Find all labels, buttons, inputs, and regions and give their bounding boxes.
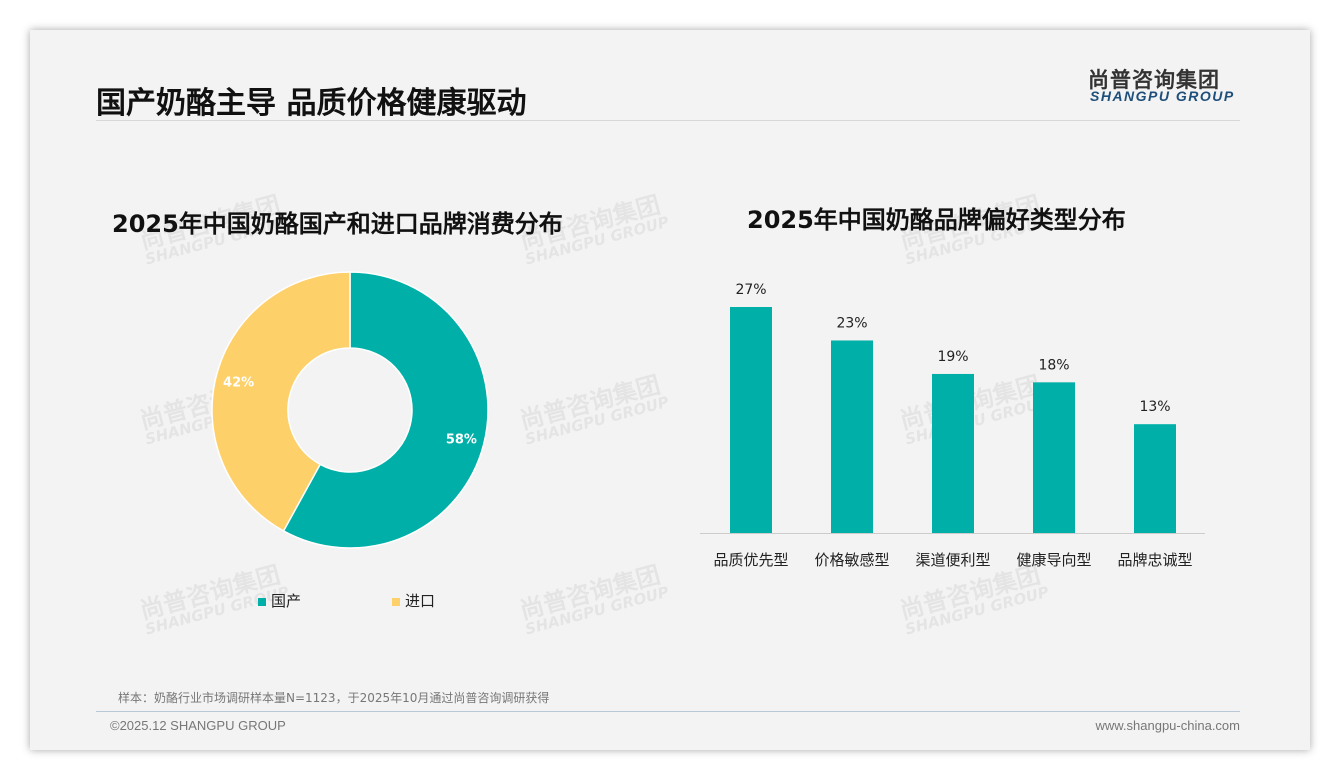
logo-text-en: SHANGPU GROUP [1090, 88, 1235, 104]
divider [96, 120, 1240, 121]
bar [1134, 424, 1176, 533]
footer-divider [96, 711, 1240, 712]
donut-chart-title: 2025年中国奶酪国产和进口品牌消费分布 [112, 210, 563, 238]
bar [831, 340, 873, 533]
donut-slice-0 [282, 271, 489, 549]
x-tick-label: 健康导向型 [1016, 551, 1091, 569]
bar-value-label: 23% [836, 315, 867, 331]
page-title: 国产奶酪主导 品质价格健康驱动 [96, 86, 527, 121]
bar-value-label: 27% [735, 282, 766, 298]
donut-label: 42% [223, 375, 254, 390]
website-link[interactable]: www.shangpu-china.com [1095, 718, 1240, 733]
bar-value-label: 18% [1038, 357, 1069, 373]
bar-value-label: 19% [937, 349, 968, 365]
legend-item-import: 进口 [392, 590, 435, 611]
logo-text-cn: 尚普咨询集团 [1088, 68, 1220, 92]
x-tick-label: 品质优先型 [713, 551, 788, 569]
sample-note: 样本：奶酪行业市场调研样本量N=1123，于2025年10月通过尚普咨询调研获得 [118, 691, 550, 705]
bar [932, 373, 974, 533]
legend-swatch [392, 598, 400, 606]
bar-value-label: 13% [1139, 399, 1170, 415]
bar [730, 307, 772, 533]
charts: 58% 42% 27% 品质优先型 23% 价格敏感型 19% 渠道便利型 18% 健康导向型 13… [211, 271, 1205, 569]
donut-slice-1 [211, 271, 351, 532]
legend-swatch [258, 598, 266, 606]
slide: 尚普咨询集团 SHANGPU GROUP 尚普咨询集团 SHANGPU GROUP 尚普… [30, 30, 1310, 750]
copyright: ©2025.12 SHANGPU GROUP [110, 718, 286, 733]
bar [1033, 382, 1075, 533]
x-tick-label: 渠道便利型 [915, 551, 990, 569]
bar-chart-title: 2025年中国奶酪品牌偏好类型分布 [747, 206, 1126, 234]
x-tick-label: 品牌忠诚型 [1117, 551, 1192, 569]
x-tick-label: 价格敏感型 [814, 551, 889, 569]
legend-label: 国产 [271, 592, 302, 610]
legend-label: 进口 [405, 592, 436, 610]
legend-item-domestic: 国产 [258, 590, 301, 611]
donut-label: 58% [446, 433, 477, 448]
